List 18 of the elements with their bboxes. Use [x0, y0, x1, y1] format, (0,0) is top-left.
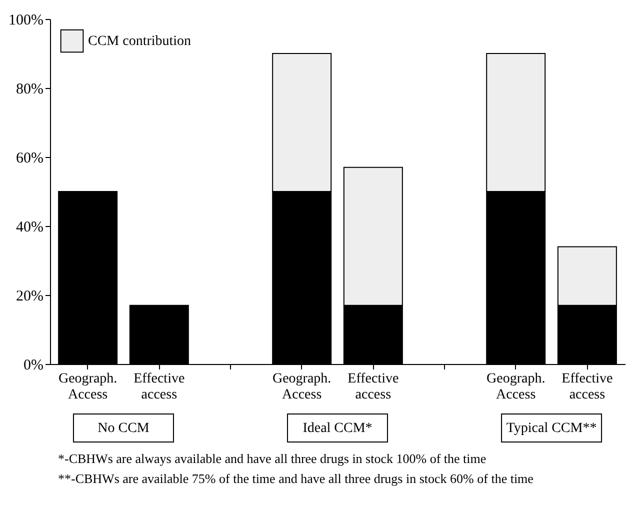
- x-tick-label: Geograph. Access: [486, 372, 546, 402]
- x-tick-label: Geograph. Access: [272, 372, 332, 402]
- text: *-CBHWs are always available and have all three drugs in stock 100% of the time: [58, 450, 488, 468]
- y-tick-label: 100%: [8, 12, 44, 28]
- text: No CCM: [98, 421, 150, 436]
- y-tick-label: 80%: [16, 82, 44, 98]
- y-tick-label: 0%: [24, 358, 44, 374]
- legend-label: CCM contribution: [88, 34, 192, 49]
- x-tick-label: Geograph. Access: [58, 372, 118, 402]
- y-tick-label: 20%: [16, 288, 44, 304]
- x-tick-label: Effective access: [348, 372, 399, 402]
- y-tick-label: 60%: [16, 150, 44, 166]
- text: Typical CCM**: [506, 421, 597, 436]
- text: **-CBHWs are available 75% of the time and have all three drugs in stock 60% of the time: [58, 470, 534, 488]
- x-tick-label: Effective access: [134, 372, 185, 402]
- x-tick-label: Effective access: [562, 372, 613, 402]
- y-tick-label: 40%: [16, 220, 44, 236]
- text: Ideal CCM*: [302, 421, 372, 436]
